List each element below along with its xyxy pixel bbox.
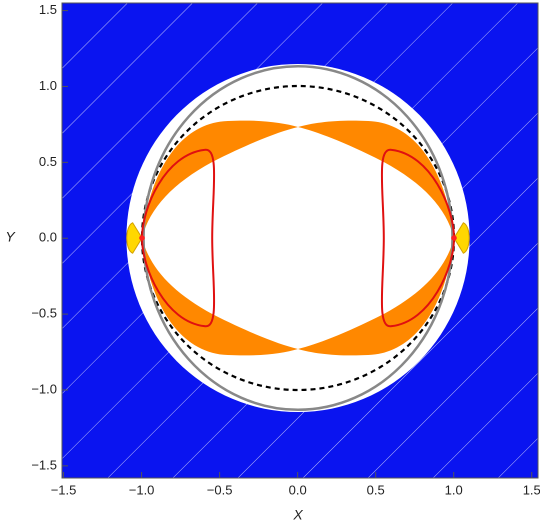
x-tick-label: 1.5 — [523, 482, 540, 497]
y-tick-label: 1.5 — [39, 2, 57, 17]
y-tick-label: −1.5 — [31, 457, 57, 472]
y-tick-label: −1.0 — [31, 381, 57, 396]
red-dots — [139, 235, 457, 241]
y-tick-label: 0.0 — [39, 230, 57, 245]
x-tick-label: 1.0 — [445, 482, 463, 497]
plot-area — [62, 3, 538, 478]
frame — [61, 2, 539, 479]
x-tick-label: 0.0 — [289, 482, 307, 497]
x-tick-label: −0.5 — [207, 482, 233, 497]
regions — [126, 3, 538, 478]
y-axis-label: Y — [5, 229, 16, 245]
x-tick-label: −1.5 — [51, 482, 77, 497]
y-tick-label: 1.0 — [39, 78, 57, 93]
orange-band — [142, 120, 454, 356]
y-tick-label: 0.5 — [39, 154, 57, 169]
yellow-wedges — [127, 223, 469, 253]
y-tick-label: −0.5 — [31, 306, 57, 321]
x-tick-label: −1.0 — [129, 482, 155, 497]
red-lobes — [142, 3, 454, 327]
x-axis-label: X — [292, 507, 303, 523]
x-tick-label: 0.5 — [367, 482, 385, 497]
